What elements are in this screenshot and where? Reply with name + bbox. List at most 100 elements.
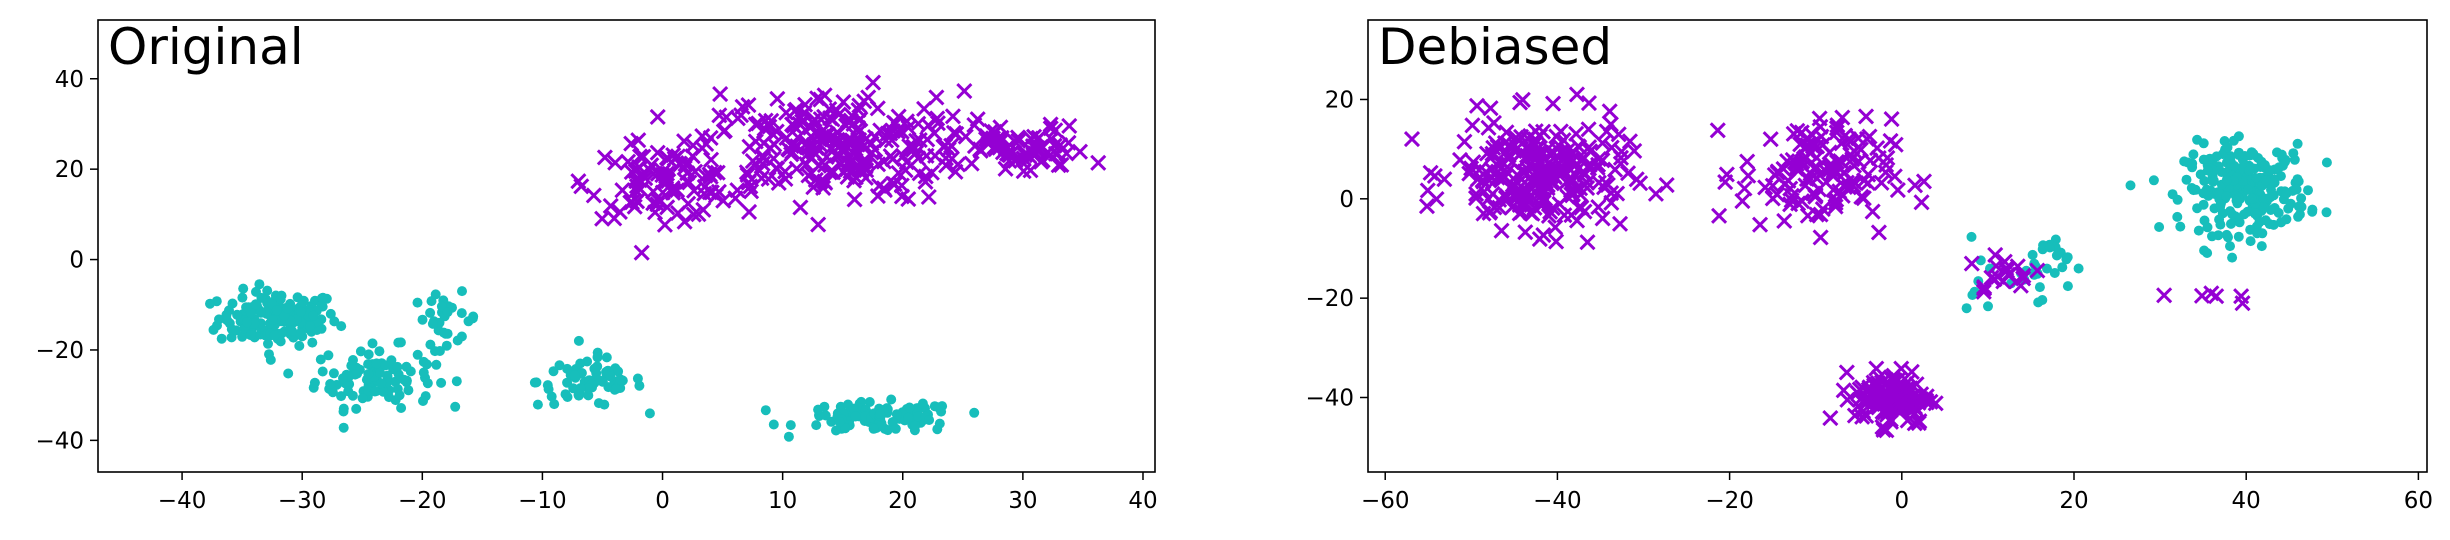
data-point-circle (2167, 189, 2178, 200)
data-point-x (715, 192, 732, 209)
data-point-circle (286, 325, 297, 336)
data-point-x (908, 132, 925, 149)
data-point-x (1831, 183, 1848, 200)
data-point-x (1010, 149, 1027, 166)
data-point-x (1540, 140, 1557, 157)
data-point-x (1034, 152, 1051, 169)
data-point-x (1090, 154, 1107, 171)
data-point-circle (2221, 229, 2232, 240)
data-point-x (1893, 360, 1910, 377)
data-point-x (845, 145, 862, 162)
data-point-x (1579, 234, 1596, 251)
data-point-x (1776, 212, 1793, 230)
data-point-circle (562, 363, 573, 374)
data-point-circle (375, 367, 386, 378)
data-point-circle (548, 366, 559, 377)
data-point-circle (250, 299, 261, 310)
data-point-x (1422, 164, 1439, 181)
data-point-x (1481, 172, 1498, 189)
data-point-x (1852, 141, 1869, 158)
data-point-circle (267, 315, 278, 326)
data-point-circle (232, 309, 243, 320)
data-point-circle (2321, 157, 2332, 168)
data-point-x (1886, 168, 1903, 185)
data-point-x (1418, 198, 1436, 215)
data-point-circle (369, 386, 380, 397)
data-point-circle (398, 374, 409, 385)
data-point-x (1436, 171, 1453, 188)
y-tick-label: −20 (35, 338, 84, 364)
data-point-circle (2258, 202, 2269, 213)
data-point-circle (2148, 175, 2159, 186)
data-point-x (680, 195, 697, 212)
data-point-circle (2222, 142, 2233, 153)
data-point-x (893, 188, 910, 205)
data-point-x (1594, 152, 1611, 169)
data-point-circle (275, 294, 286, 305)
data-point-x (1598, 123, 1615, 140)
data-point-circle (2227, 252, 2238, 263)
data-point-x (628, 178, 646, 195)
data-point-circle (2227, 209, 2238, 220)
data-point-x (1517, 186, 1534, 203)
series-2-x (570, 74, 1107, 261)
data-point-circle (2257, 228, 2268, 239)
data-point-circle (2211, 151, 2222, 162)
data-point-circle (276, 328, 287, 339)
data-point-x (1548, 128, 1565, 145)
data-point-x (1658, 177, 1675, 194)
data-point-x (635, 148, 652, 165)
x-tick-label: −60 (1361, 488, 1410, 514)
data-point-x (1835, 382, 1852, 399)
data-point-x (1549, 162, 1566, 179)
data-point-x (1975, 280, 1993, 297)
data-point-x (1573, 199, 1590, 216)
data-point-x (889, 123, 906, 140)
data-point-circle (2226, 218, 2236, 229)
data-point-circle (2248, 148, 2259, 159)
data-point-x (1052, 137, 1069, 154)
data-point-circle (2187, 158, 2198, 169)
data-point-circle (969, 407, 980, 418)
data-point-circle (323, 350, 334, 361)
data-point-x (658, 170, 675, 188)
x-tick-label: 30 (1008, 488, 1037, 514)
panels: −40 −30 −20 −10 0 10 20 30 40 −40 −20 0 20 40 Original… (35, 18, 2433, 514)
data-point-circle (2193, 225, 2204, 236)
data-point-x (1504, 176, 1521, 193)
data-point-x (1963, 255, 1980, 272)
data-point-x (585, 187, 602, 204)
data-point-circle (308, 310, 319, 321)
data-point-x (1524, 205, 1541, 222)
data-point-circle (583, 390, 594, 401)
data-point-circle (2202, 222, 2213, 233)
data-point-circle (543, 384, 554, 395)
data-point-circle (363, 349, 374, 360)
data-point-x (884, 151, 901, 168)
data-point-x (916, 100, 933, 117)
data-point-circle (457, 286, 467, 297)
data-point-circle (378, 386, 389, 397)
data-point-x (911, 132, 928, 149)
data-point-circle (255, 307, 266, 318)
data-point-circle (231, 325, 242, 336)
data-point-x (1010, 132, 1027, 149)
data-point-circle (2281, 188, 2292, 199)
data-point-circle (254, 279, 265, 290)
data-point-circle (573, 335, 584, 346)
data-point-x (1542, 203, 1559, 220)
data-point-circle (820, 410, 831, 421)
data-point-x (1766, 166, 1783, 183)
data-point-x (744, 153, 761, 170)
data-point-x (997, 160, 1014, 177)
data-point-circle (632, 373, 643, 384)
data-point-circle (2202, 165, 2213, 176)
data-point-x (1913, 194, 1930, 211)
data-point-x (1751, 216, 1769, 233)
data-point-x (1837, 127, 1854, 144)
data-point-circle (307, 337, 318, 348)
data-point-x (1511, 94, 1529, 111)
plot-area (1403, 86, 2332, 439)
data-point-circle (309, 377, 320, 388)
data-point-circle (338, 422, 349, 433)
